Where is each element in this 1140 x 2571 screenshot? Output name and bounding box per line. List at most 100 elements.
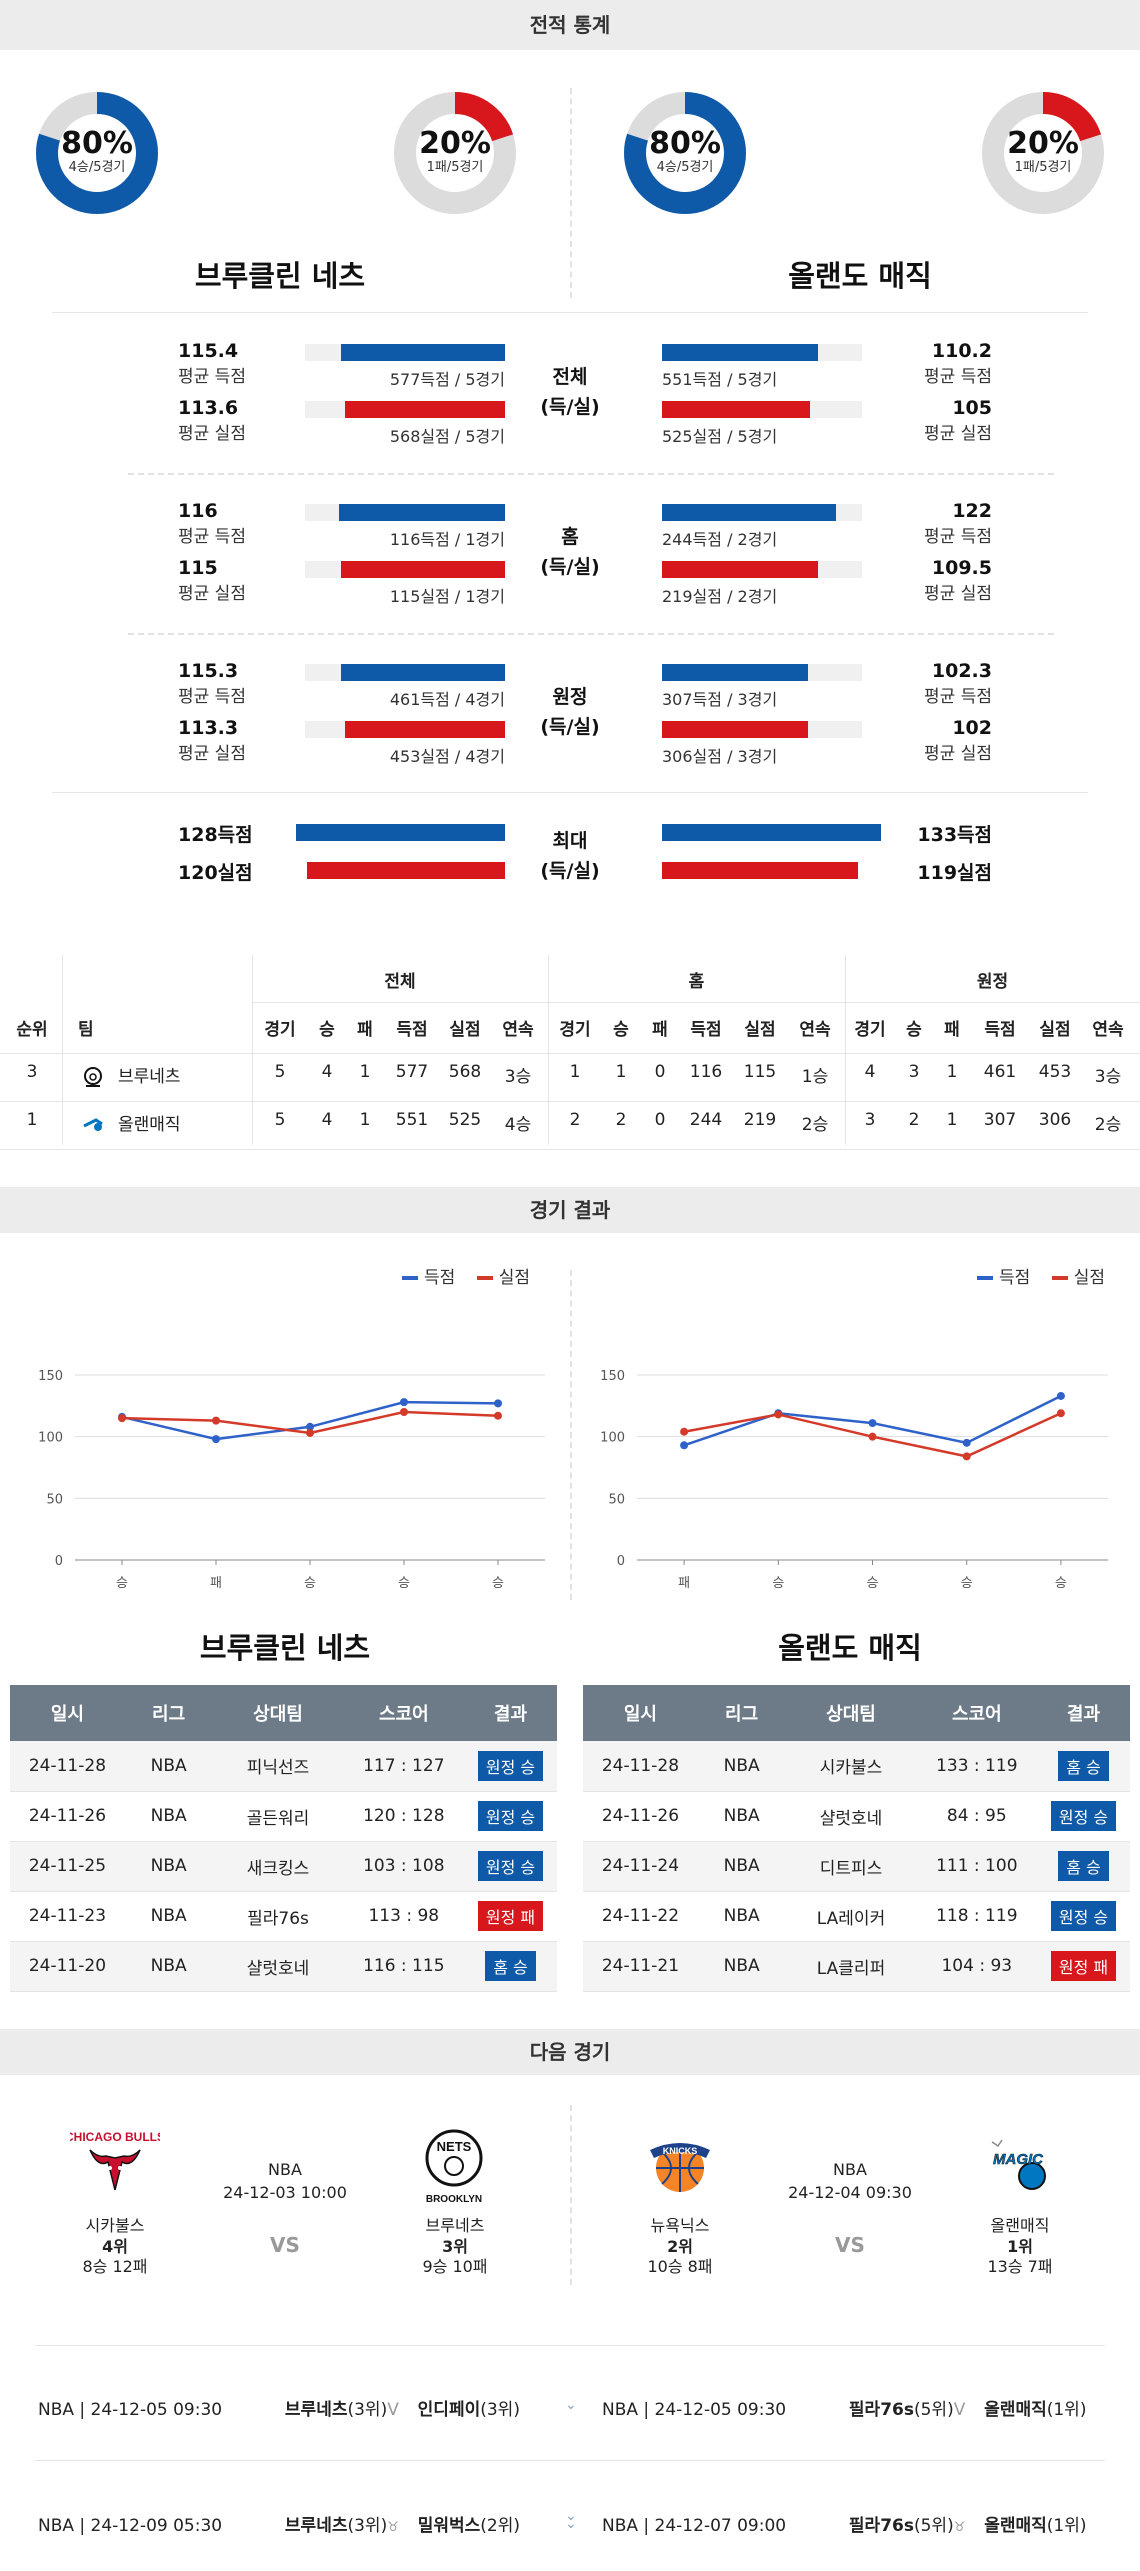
bar-red (662, 401, 810, 418)
stat-label: 평균 실점 (924, 744, 992, 764)
table-row[interactable]: 24-11-28 NBA 피닉선즈 117 : 127 원정 승 (10, 1741, 557, 1792)
cell-result: 홈 승 (463, 1941, 557, 1992)
cell-result: 원정 패 (1036, 1941, 1130, 1992)
table-cell: 1 (946, 1062, 958, 1082)
cell-result: 홈 승 (1036, 1741, 1130, 1792)
team-name: 시카불스 (85, 2216, 145, 2235)
cell-result: 원정 승 (1036, 1791, 1130, 1842)
column-header: 승 (906, 1020, 922, 1040)
table-row[interactable]: 24-11-28 NBA 시카불스 133 : 119 홈 승 (583, 1741, 1130, 1792)
stat-value: 115.3 (178, 660, 239, 682)
donut-chart: 80% 4승/5경기 (620, 88, 750, 218)
cell-date: 24-11-28 (10, 1741, 125, 1792)
team-name[interactable]: 올랜매직 (118, 1115, 181, 1135)
x-tick-label: 승 (772, 1576, 784, 1591)
table-row[interactable]: 24-11-22 NBA LA레이커 118 : 119 원정 승 (583, 1891, 1130, 1942)
table-row[interactable]: 24-11-23 NBA 필라76s 113 : 98 원정 패 (10, 1891, 557, 1942)
stat-label: 평균 득점 (178, 687, 246, 707)
data-point (774, 1410, 783, 1419)
upcoming-game-row[interactable]: NBA | 24-12-05 09:30 브루네츠(3위)V 인디페이(3위) (38, 2395, 520, 2420)
y-tick-label: 0 (617, 1554, 625, 1569)
stat-label: 평균 득점 (924, 687, 992, 707)
table-cell: 4 (864, 1062, 876, 1082)
x-tick-label: 승 (492, 1576, 504, 1591)
stat-value: 102.3 (931, 660, 992, 682)
cell-league: NBA (697, 1791, 786, 1842)
table-cell: 2 (615, 1110, 627, 1130)
table-cell: 2승 (801, 1115, 829, 1135)
cell-opp: 디트피스 (785, 1841, 917, 1892)
table-cell: 453 (1038, 1062, 1072, 1082)
stat-label: 평균 실점 (178, 744, 246, 764)
ranking-table: 전체 홈 원정 순위 팀 경기 승 패 득점 실점 연속 경기 승 패 득점 실점 연속 경기 승 패 득점 실점 연속 3 브… (0, 955, 1140, 1150)
table-row[interactable]: 24-11-20 NBA 샬럿호네 116 : 115 홈 승 (10, 1941, 557, 1992)
y-tick-label: 50 (608, 1492, 625, 1507)
chevron-down-icon[interactable]: ⌄ (565, 2397, 577, 2413)
stat-value: 113.3 (178, 717, 239, 739)
category-label: 홈 (561, 526, 579, 548)
chevron-down-icon[interactable]: ⌄ ⌄ (565, 2508, 577, 2532)
team-rank: (3위) (347, 2516, 388, 2536)
stat-value: 105 (952, 397, 992, 419)
divider (0, 1149, 1140, 1150)
game-datetime: 24-12-04 09:30 (788, 2183, 912, 2202)
cell-date: 24-11-22 (583, 1891, 698, 1942)
bar-blue (662, 664, 808, 681)
cell-result: 홈 승 (1036, 1841, 1130, 1892)
table-cell: 4승 (504, 1115, 532, 1135)
table-row[interactable]: 24-11-24 NBA 디트피스 111 : 100 홈 승 (583, 1841, 1130, 1892)
team-title-right: 올랜도 매직 (788, 259, 932, 293)
x-tick-label: 승 (116, 1576, 128, 1591)
rank-cell: 1 (26, 1110, 38, 1130)
data-point (680, 1427, 689, 1436)
cell-result: 원정 승 (463, 1791, 557, 1842)
table-cell: 551 (395, 1110, 429, 1130)
result-badge: 원정 승 (477, 1750, 544, 1781)
logo-text: KNICKS (663, 2146, 698, 2156)
cell-opp: 필라76s (212, 1891, 344, 1942)
column-header: 패 (357, 1020, 373, 1040)
table-row[interactable]: 24-11-21 NBA LA클리퍼 104 : 93 원정 패 (583, 1941, 1130, 1992)
stat-label: 평균 실점 (178, 584, 246, 604)
table-cell: 2 (908, 1110, 920, 1130)
x-tick-label: 패 (210, 1576, 222, 1591)
cell-score: 117 : 127 (343, 1741, 464, 1792)
x-tick-label: 승 (304, 1576, 316, 1591)
table-row[interactable]: 24-11-25 NBA 새크킹스 103 : 108 원정 승 (10, 1841, 557, 1892)
divider (35, 2460, 1105, 2461)
vs-label: VS (835, 2233, 865, 2257)
divider (252, 955, 253, 1145)
data-point (962, 1438, 971, 1447)
bar-caption: 568실점 / 5경기 (389, 427, 505, 446)
line-chart-svg: 0 50 100 150 패 승 승 승 승 (600, 1369, 1108, 1591)
column-header: 연속 (1092, 1020, 1124, 1040)
team-name[interactable]: 브루네츠 (118, 1067, 181, 1087)
legend-swatch (476, 1276, 493, 1280)
result-badge: 원정 패 (477, 1901, 544, 1931)
table-row[interactable]: 24-11-26 NBA 골든워리 120 : 128 원정 승 (10, 1791, 557, 1842)
upcoming-game-row[interactable]: NBA | 24-12-05 09:30 필라76s(5위)V 올랜매직(1위) (602, 2395, 1086, 2420)
table-cell: 3승 (1094, 1067, 1122, 1087)
divider (35, 2345, 1105, 2346)
upcoming-game-row[interactable]: NBA | 24-12-09 05:30 브루네츠(3위)♉ 밀워벅스(2위) (38, 2511, 520, 2536)
team-title-left: 브루클린 네츠 (199, 1631, 371, 1665)
cell-opp: LA레이커 (785, 1891, 917, 1942)
nets-logo-icon (82, 1066, 104, 1088)
upcoming-game-row[interactable]: NBA | 24-12-07 09:00 필라76s(5위)♉ 올랜매직(1위) (602, 2511, 1086, 2536)
table-row[interactable]: 24-11-26 NBA 샬럿호네 84 : 95 원정 승 (583, 1791, 1130, 1842)
team-rank: 4위 (102, 2237, 128, 2256)
game-league: NBA (268, 2160, 302, 2179)
column-header: 연속 (502, 1020, 534, 1040)
table-header-row: 일시 리그 상대팀 스코어 결과 (10, 1685, 557, 1741)
bar-caption: 307득점 / 3경기 (662, 690, 778, 709)
data-point (400, 1408, 408, 1416)
cell-date: 24-11-20 (10, 1941, 125, 1992)
cell-league: NBA (124, 1941, 213, 1992)
team-rank: (2위) (480, 2516, 520, 2536)
divider (570, 1270, 572, 1600)
bar-red (341, 561, 505, 578)
line-chart-svg: 0 50 100 150 승 패 승 승 승 (38, 1369, 545, 1591)
cell-result: 원정 승 (463, 1841, 557, 1892)
stat-label: 평균 득점 (178, 527, 246, 547)
